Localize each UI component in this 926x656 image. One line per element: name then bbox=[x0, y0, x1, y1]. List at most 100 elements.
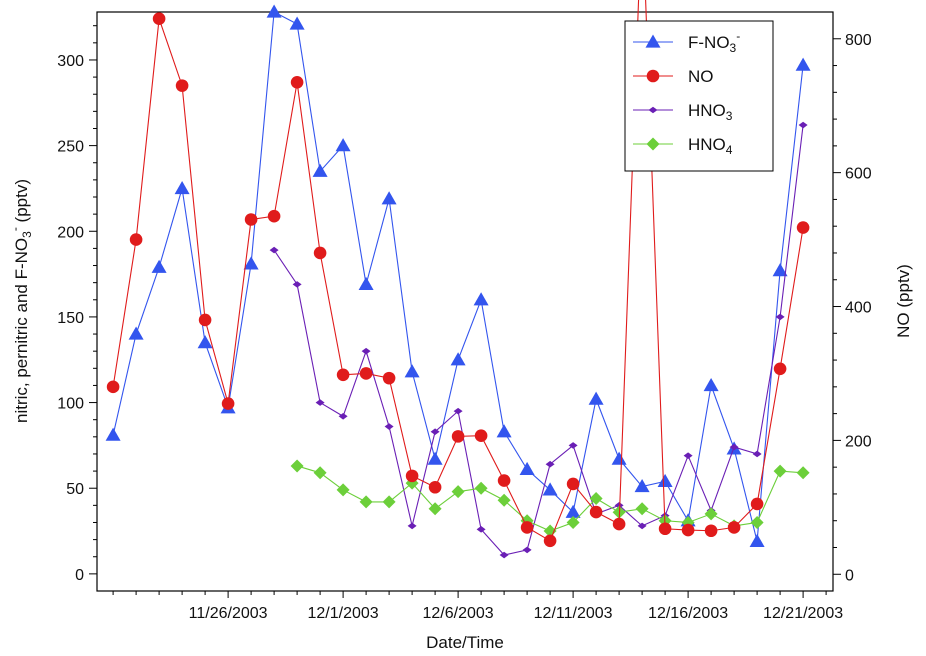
data-point-no bbox=[727, 521, 741, 534]
series-line-hno4 bbox=[296, 465, 804, 532]
series-line-hno3 bbox=[273, 124, 804, 556]
data-point-hno4 bbox=[566, 515, 580, 529]
data-point-f-no3 bbox=[565, 504, 581, 518]
data-point-f-no3 bbox=[519, 461, 535, 476]
series-hno4 bbox=[290, 459, 810, 538]
y-left-tick-label: 0 bbox=[75, 567, 84, 584]
data-point-hno3 bbox=[752, 450, 762, 458]
axes-layer: 11/26/2003 12/1/2003 12/6/2003 12/11/2003 12… bbox=[57, 25, 872, 622]
data-point-hno4 bbox=[543, 524, 557, 538]
data-point-hno3 bbox=[269, 246, 279, 254]
series-no bbox=[106, 0, 810, 548]
data-point-hno4 bbox=[704, 507, 718, 521]
data-point-no bbox=[589, 505, 603, 519]
data-point-no bbox=[773, 362, 787, 376]
data-point-no bbox=[405, 469, 419, 483]
legend-swatch-marker bbox=[648, 106, 658, 114]
data-point-no bbox=[750, 497, 764, 511]
data-point-f-no3 bbox=[266, 4, 282, 18]
legend-swatch-marker bbox=[645, 34, 661, 48]
data-point-hno3 bbox=[729, 443, 739, 451]
data-point-no bbox=[290, 75, 304, 89]
x-tick-label: 12/11/2003 bbox=[534, 605, 613, 622]
data-point-no bbox=[198, 313, 212, 327]
y-left-tick-label: 300 bbox=[57, 53, 84, 70]
data-point-hno4 bbox=[451, 485, 465, 499]
data-point-hno4 bbox=[359, 495, 373, 509]
data-point-f-no3 bbox=[358, 276, 374, 290]
y-axis-title-left-unit: (pptv) bbox=[12, 179, 31, 227]
legend-item-hno4: HNO4 bbox=[633, 135, 733, 157]
data-point-f-no3 bbox=[128, 326, 144, 340]
data-point-f-no3 bbox=[795, 57, 811, 71]
data-point-hno3 bbox=[361, 347, 371, 355]
data-point-f-no3 bbox=[404, 364, 420, 378]
y-left-tick-label: 150 bbox=[57, 310, 84, 327]
data-point-f-no3 bbox=[611, 451, 627, 465]
data-point-f-no3 bbox=[703, 377, 719, 392]
y-left-tick-label: 250 bbox=[57, 139, 84, 156]
data-point-no bbox=[336, 368, 350, 382]
data-point-f-no3 bbox=[657, 473, 673, 487]
plot-frame bbox=[96, 11, 834, 592]
series-hno3 bbox=[269, 121, 808, 559]
legend-label-name: HNO bbox=[688, 135, 726, 154]
data-point-no bbox=[267, 209, 281, 223]
data-point-hno3 bbox=[338, 412, 348, 420]
y-right-tick-label: 200 bbox=[845, 433, 872, 450]
data-point-hno4 bbox=[635, 502, 649, 516]
data-point-hno4 bbox=[750, 515, 764, 529]
x-tick-label: 12/21/2003 bbox=[763, 605, 843, 622]
data-point-hno3 bbox=[476, 526, 486, 533]
data-point-f-no3 bbox=[427, 451, 443, 465]
legend-label-name: HNO bbox=[688, 101, 726, 120]
data-point-hno3 bbox=[545, 460, 555, 468]
data-point-hno4 bbox=[474, 481, 488, 495]
legend-label-sub: 3 bbox=[730, 41, 737, 55]
data-point-hno4 bbox=[336, 483, 350, 497]
series-layer bbox=[105, 0, 811, 559]
data-point-hno3 bbox=[292, 281, 302, 288]
legend-label: HNO3 bbox=[688, 101, 733, 123]
data-point-hno3 bbox=[315, 399, 325, 406]
data-point-f-no3 bbox=[588, 391, 604, 405]
data-point-hno4 bbox=[290, 459, 304, 473]
data-point-no bbox=[474, 429, 488, 443]
data-point-no bbox=[359, 367, 373, 380]
data-point-f-no3 bbox=[335, 138, 351, 152]
y-right-tick-label: 0 bbox=[845, 567, 854, 584]
y-axis-title-left-sub: 3 bbox=[20, 231, 34, 238]
legend-label-sub: 4 bbox=[726, 143, 733, 157]
data-point-f-no3 bbox=[312, 163, 328, 177]
legend-label-sup: - bbox=[736, 29, 740, 43]
legend-label-name: NO bbox=[688, 67, 714, 86]
y-axis-title-left: nitric, pernitric and F-NO3- (pptv) bbox=[8, 179, 34, 423]
data-point-f-no3 bbox=[450, 352, 466, 366]
y-axis-title-left-main: nitric, pernitric and F-NO bbox=[12, 238, 31, 423]
legend-swatch-marker bbox=[646, 69, 660, 83]
data-point-f-no3 bbox=[381, 191, 397, 205]
data-point-no bbox=[382, 371, 396, 385]
y-right-tick-label: 400 bbox=[845, 300, 872, 317]
x-tick-label: 11/26/2003 bbox=[189, 605, 268, 622]
data-point-f-no3 bbox=[749, 533, 765, 547]
data-point-hno4 bbox=[313, 466, 327, 480]
data-point-hno3 bbox=[430, 428, 440, 435]
data-point-no bbox=[497, 474, 511, 487]
y-right-tick-label: 600 bbox=[845, 166, 872, 183]
data-point-hno3 bbox=[384, 423, 394, 430]
data-point-no bbox=[681, 523, 695, 537]
data-point-hno3 bbox=[453, 407, 463, 415]
data-point-no bbox=[152, 12, 166, 25]
y-left-tick-label: 100 bbox=[57, 396, 84, 413]
data-point-no bbox=[313, 246, 327, 260]
data-point-hno4 bbox=[497, 493, 511, 507]
data-point-hno3 bbox=[637, 522, 647, 530]
legend-swatch-marker bbox=[646, 137, 660, 151]
data-point-hno4 bbox=[382, 495, 396, 509]
data-point-no bbox=[704, 524, 718, 538]
y-left-tick-label: 50 bbox=[66, 481, 84, 498]
y-axis-title-left-sup: - bbox=[8, 227, 22, 231]
